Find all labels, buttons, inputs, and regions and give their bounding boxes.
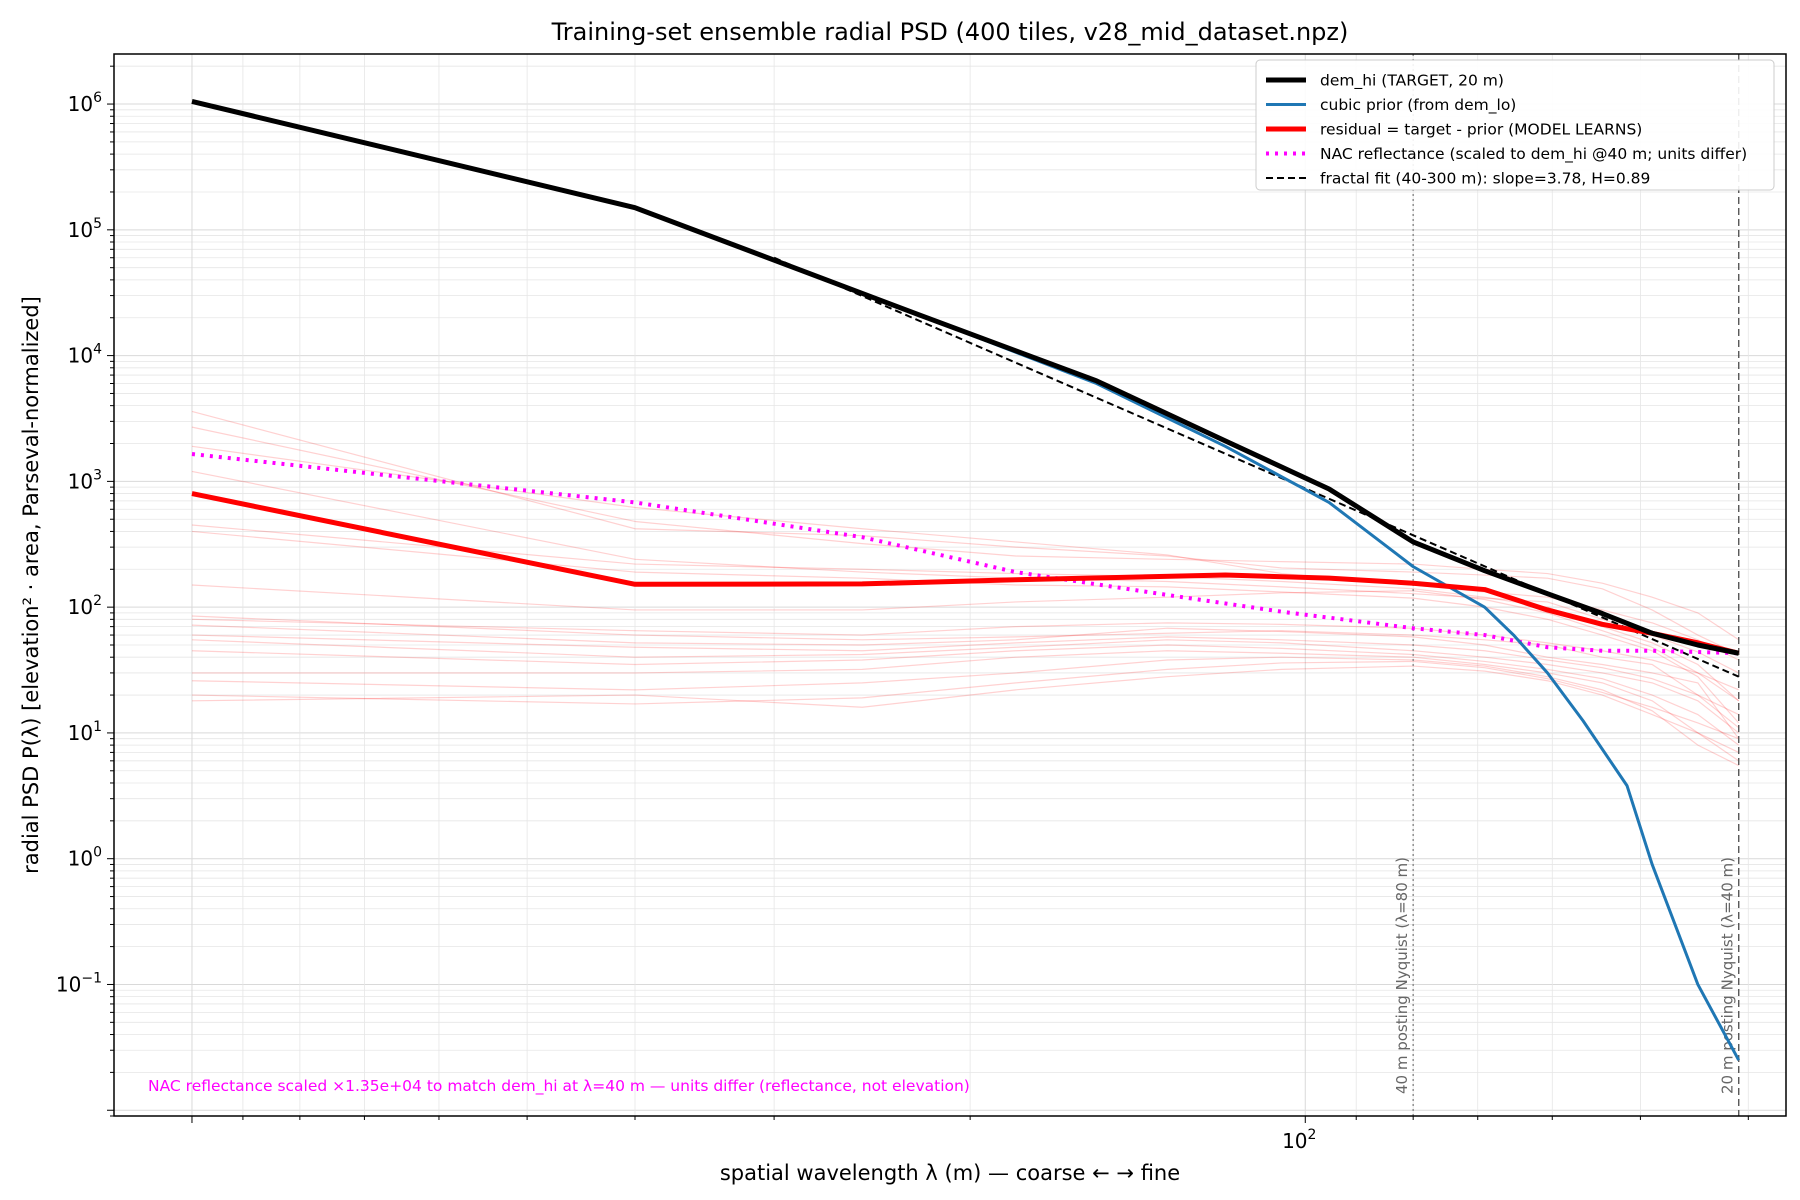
plot-frame — [113, 53, 1787, 1117]
nyquist-label: 20 m posting Nyquist (λ=40 m) — [1719, 857, 1737, 1094]
nac-scaling-note: NAC reflectance scaled ×1.35e+04 to matc… — [148, 1077, 970, 1096]
legend-label: fractal fit (40-300 m): slope=3.78, H=0.… — [1320, 170, 1650, 188]
series-line — [919, 313, 1741, 1061]
y-tick-label: 106 — [68, 90, 102, 116]
nyquist-lines: 40 m posting Nyquist (λ=80 m) 20 m postin… — [1393, 54, 1740, 1116]
y-tick-label: 10−1 — [56, 970, 102, 996]
y-tick-label: 102 — [68, 593, 102, 619]
legend-box — [1255, 59, 1775, 191]
legend-label: cubic prior (from dem_lo) — [1320, 96, 1516, 115]
legend-label: dem_hi (TARGET, 20 m) — [1320, 72, 1504, 91]
y-tick-label: 104 — [68, 342, 102, 368]
y-tick-label: 103 — [68, 467, 102, 493]
ensemble-tile-line — [191, 650, 1740, 762]
y-tick-label: 105 — [68, 216, 102, 242]
legend-label: residual = target - prior (MODEL LEARNS) — [1320, 121, 1642, 139]
chart-title: Training-set ensemble radial PSD (400 ti… — [551, 18, 1349, 46]
nyquist-label: 40 m posting Nyquist (λ=80 m) — [1393, 857, 1411, 1094]
y-axis-label: radial PSD P(λ) [elevation² · area, Pars… — [19, 296, 43, 874]
ensemble-tile-line — [191, 530, 1740, 724]
x-axis-label: spatial wavelength λ (m) — coarse ← → fi… — [720, 1161, 1180, 1185]
series-line — [191, 452, 1739, 656]
ensemble-tile-line — [191, 524, 1740, 702]
grid-lines — [114, 54, 1786, 1117]
legend-label: NAC reflectance (scaled to dem_hi @40 m;… — [1320, 145, 1747, 164]
series-line — [191, 98, 1740, 656]
ensemble-tile-line — [191, 665, 1739, 753]
axis-ticks: 10−1 100 101 102 103 104 105 106 102 — [56, 65, 1749, 1153]
y-tick-label: 100 — [68, 845, 102, 871]
ensemble-tile-line — [191, 660, 1739, 740]
legend: dem_hi (TARGET, 20 m) cubic prior (from d… — [1255, 59, 1775, 191]
ensemble-tile-line — [191, 624, 1740, 740]
y-tick-label: 101 — [68, 719, 102, 745]
x-tick-label: 102 — [1282, 1127, 1316, 1153]
series-lines — [191, 98, 1741, 1061]
